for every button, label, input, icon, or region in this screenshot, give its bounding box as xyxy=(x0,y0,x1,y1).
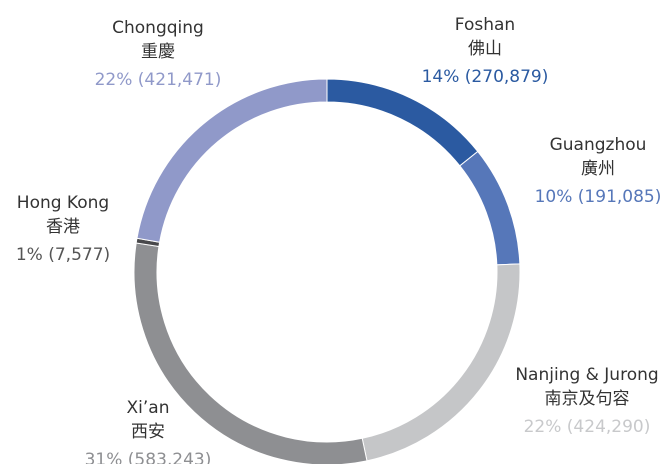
donut-segment xyxy=(133,242,368,464)
segment-name: Xi’an xyxy=(127,398,170,418)
segment-name: Chongqing xyxy=(112,18,204,38)
segment-name-zh: 廣州 xyxy=(581,159,615,179)
donut-segment xyxy=(361,263,521,462)
segment-value-label: 22% (421,471) xyxy=(95,70,222,90)
segment-name-zh: 西安 xyxy=(131,422,165,442)
segment-name: Hong Kong xyxy=(17,193,109,213)
segment-value-label: 22% (424,290) xyxy=(524,417,651,437)
segment-name-zh: 香港 xyxy=(46,217,80,237)
donut-segment xyxy=(459,150,521,266)
segment-value-label: 1% (7,577) xyxy=(16,245,110,265)
segment-name-zh: 南京及句容 xyxy=(545,389,630,409)
segment-name: Guangzhou xyxy=(550,135,647,155)
segment-name-zh: 重慶 xyxy=(141,42,175,62)
segment-value-label: 14% (270,879) xyxy=(422,67,549,87)
segment-name: Nanjing & Jurong xyxy=(515,365,658,385)
donut-segment xyxy=(326,78,479,167)
segment-value-label: 31% (583,243) xyxy=(85,450,212,464)
segment-name: Foshan xyxy=(455,15,515,35)
donut-segment xyxy=(136,78,328,243)
segment-name-zh: 佛山 xyxy=(468,39,502,59)
segment-value-label: 10% (191,085) xyxy=(535,187,662,207)
